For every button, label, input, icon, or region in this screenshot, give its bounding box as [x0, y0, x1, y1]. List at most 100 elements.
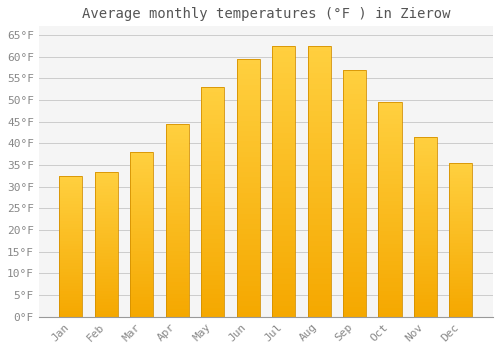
Bar [166, 178, 189, 182]
Bar [130, 159, 154, 162]
Bar [166, 162, 189, 166]
Bar [308, 46, 330, 51]
Bar [450, 258, 472, 261]
Bar [308, 295, 330, 301]
Bar [166, 135, 189, 139]
Bar [130, 178, 154, 182]
Bar [236, 79, 260, 85]
Bar [236, 281, 260, 286]
Bar [450, 261, 472, 265]
Bar [130, 195, 154, 198]
Bar [95, 308, 118, 311]
Bar [308, 51, 330, 57]
Bar [450, 286, 472, 289]
Bar [95, 209, 118, 212]
Bar [378, 128, 402, 132]
Bar [236, 95, 260, 100]
Bar [236, 229, 260, 234]
Bar [201, 275, 224, 280]
Bar [378, 119, 402, 124]
Bar [378, 257, 402, 261]
Bar [308, 84, 330, 89]
Bar [130, 247, 154, 251]
Bar [95, 265, 118, 267]
Bar [414, 288, 437, 292]
Bar [450, 166, 472, 169]
Bar [201, 101, 224, 105]
Bar [201, 124, 224, 128]
Bar [450, 255, 472, 258]
Bar [272, 257, 295, 262]
Bar [272, 290, 295, 295]
Bar [343, 89, 366, 94]
Bar [130, 300, 154, 303]
Bar [272, 73, 295, 78]
Bar [308, 62, 330, 68]
Bar [201, 105, 224, 110]
Bar [414, 184, 437, 187]
Bar [166, 286, 189, 290]
Bar [450, 298, 472, 301]
Bar [343, 297, 366, 302]
Bar [343, 253, 366, 258]
Bar [378, 188, 402, 192]
Bar [343, 312, 366, 317]
Bar [343, 228, 366, 233]
Bar [130, 271, 154, 274]
Bar [166, 298, 189, 301]
Bar [201, 133, 224, 138]
Bar [201, 197, 224, 202]
Bar [166, 205, 189, 209]
Bar [343, 302, 366, 307]
Bar [60, 289, 82, 292]
Bar [130, 274, 154, 277]
Bar [60, 277, 82, 280]
Bar [343, 218, 366, 223]
Bar [60, 249, 82, 252]
Bar [414, 162, 437, 166]
Bar [95, 276, 118, 279]
Bar [378, 145, 402, 149]
Bar [166, 170, 189, 174]
Bar [308, 290, 330, 295]
Bar [236, 245, 260, 250]
Bar [272, 62, 295, 68]
Bar [95, 218, 118, 221]
Bar [166, 124, 189, 128]
Bar [201, 188, 224, 193]
Bar [450, 206, 472, 209]
Bar [166, 309, 189, 313]
Bar [201, 243, 224, 248]
Bar [166, 132, 189, 135]
Bar [95, 236, 118, 238]
Bar [378, 244, 402, 248]
Bar [414, 248, 437, 252]
Bar [378, 149, 402, 154]
Bar [166, 124, 189, 317]
Bar [95, 203, 118, 206]
Bar [343, 129, 366, 134]
Bar [60, 263, 82, 266]
Bar [272, 144, 295, 149]
Bar [60, 179, 82, 182]
Bar [95, 250, 118, 253]
Bar [378, 227, 402, 231]
Bar [166, 301, 189, 305]
Bar [130, 314, 154, 317]
Bar [236, 141, 260, 147]
Bar [166, 155, 189, 159]
Bar [95, 198, 118, 201]
Bar [236, 193, 260, 198]
Bar [450, 215, 472, 218]
Bar [166, 143, 189, 147]
Bar [95, 224, 118, 227]
Bar [272, 170, 295, 176]
Bar [60, 303, 82, 306]
Bar [272, 89, 295, 94]
Bar [236, 275, 260, 281]
Bar [236, 69, 260, 74]
Bar [130, 175, 154, 178]
Bar [343, 307, 366, 312]
Bar [308, 111, 330, 116]
Bar [450, 228, 472, 231]
